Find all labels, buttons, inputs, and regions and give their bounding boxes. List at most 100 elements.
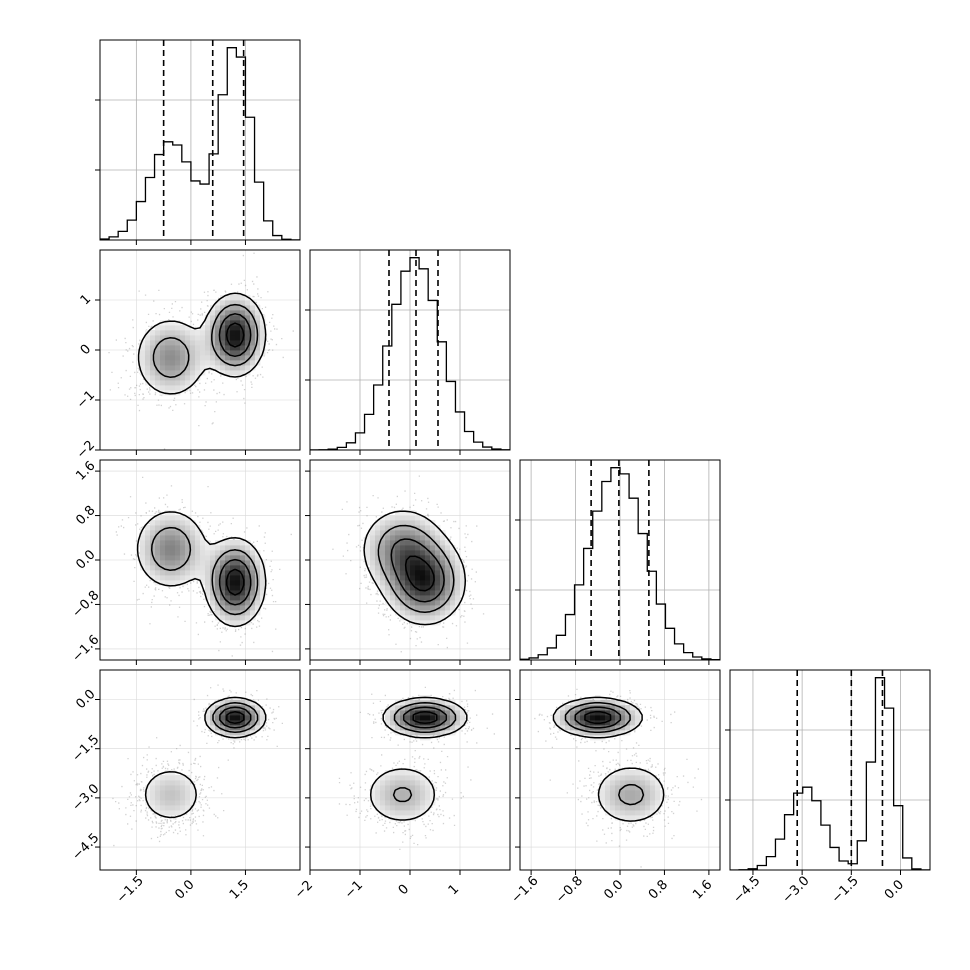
density-cell	[440, 610, 446, 616]
density-cell	[190, 365, 196, 371]
density-cell	[615, 770, 621, 776]
density-cell	[215, 365, 221, 371]
density-cell	[570, 700, 576, 706]
density-cell	[435, 715, 441, 721]
density-cell	[220, 360, 226, 366]
density-cell	[385, 785, 391, 791]
density-cell	[400, 555, 406, 561]
density-cell	[190, 785, 196, 791]
density-cell	[185, 530, 191, 536]
density-cell	[205, 345, 211, 351]
density-cell	[190, 340, 196, 346]
density-cell	[645, 805, 651, 811]
density-cell	[250, 335, 256, 341]
x-tick-label: 1	[446, 882, 462, 898]
density-cell	[380, 520, 386, 526]
density-cell	[230, 555, 236, 561]
density-cell	[445, 580, 451, 586]
density-cell	[215, 580, 221, 586]
density-cell	[195, 550, 201, 556]
density-cell	[220, 305, 226, 311]
density-cell	[385, 555, 391, 561]
density-cell	[405, 775, 411, 781]
density-cell	[165, 325, 171, 331]
density-cell	[150, 800, 156, 806]
density-cell	[410, 810, 416, 816]
density-cell	[595, 710, 601, 716]
density-cell	[235, 615, 241, 621]
density-cell	[245, 585, 251, 591]
density-cell	[395, 720, 401, 726]
density-cell	[255, 560, 261, 566]
density-cell	[605, 730, 611, 736]
density-cell	[415, 620, 421, 626]
density-cell	[160, 540, 166, 546]
density-cell	[415, 580, 421, 586]
density-cell	[380, 555, 386, 561]
density-cell	[235, 550, 241, 556]
density-cell	[555, 715, 561, 721]
density-cell	[410, 580, 416, 586]
density-cell	[155, 365, 161, 371]
density-cell	[405, 555, 411, 561]
density-cell	[450, 605, 456, 611]
density-cell	[220, 365, 226, 371]
density-cell	[395, 810, 401, 816]
density-cell	[205, 720, 211, 726]
density-cell	[145, 555, 151, 561]
density-cell	[605, 785, 611, 791]
density-cell	[635, 805, 641, 811]
density-cell	[140, 535, 146, 541]
density-cell	[620, 715, 626, 721]
density-cell	[560, 705, 566, 711]
density-cell	[610, 730, 616, 736]
density-cell	[160, 575, 166, 581]
density-cell	[450, 725, 456, 731]
density-cell	[605, 715, 611, 721]
density-cell	[395, 725, 401, 731]
density-cell	[240, 355, 246, 361]
density-cell	[435, 550, 441, 556]
density-cell	[400, 780, 406, 786]
density-cell	[395, 795, 401, 801]
density-cell	[155, 385, 161, 391]
density-cell	[390, 795, 396, 801]
density-cell	[210, 725, 216, 731]
density-cell	[245, 300, 251, 306]
density-cell	[400, 810, 406, 816]
density-cell	[215, 545, 221, 551]
density-cell	[420, 520, 426, 526]
density-cell	[145, 335, 151, 341]
density-cell	[395, 610, 401, 616]
density-cell	[225, 545, 231, 551]
density-cell	[395, 515, 401, 521]
density-cell	[605, 795, 611, 801]
density-cell	[380, 800, 386, 806]
density-cell	[165, 385, 171, 391]
density-cell	[420, 595, 426, 601]
density-cell	[180, 335, 186, 341]
density-cell	[145, 370, 151, 376]
density-cell	[425, 550, 431, 556]
density-cell	[415, 590, 421, 596]
density-cell	[150, 350, 156, 356]
density-cell	[630, 775, 636, 781]
density-cell	[140, 530, 146, 536]
density-cell	[640, 775, 646, 781]
density-cell	[645, 790, 651, 796]
density-cell	[450, 565, 456, 571]
density-cell	[220, 300, 226, 306]
density-cell	[370, 530, 376, 536]
density-cell	[380, 550, 386, 556]
density-cell	[610, 700, 616, 706]
density-cell	[235, 560, 241, 566]
density-cell	[205, 315, 211, 321]
density-cell	[430, 565, 436, 571]
density-cell	[645, 800, 651, 806]
density-cell	[610, 805, 616, 811]
density-cell	[410, 720, 416, 726]
density-cell	[170, 775, 176, 781]
density-cell	[615, 795, 621, 801]
density-cell	[235, 300, 241, 306]
density-cell	[430, 595, 436, 601]
